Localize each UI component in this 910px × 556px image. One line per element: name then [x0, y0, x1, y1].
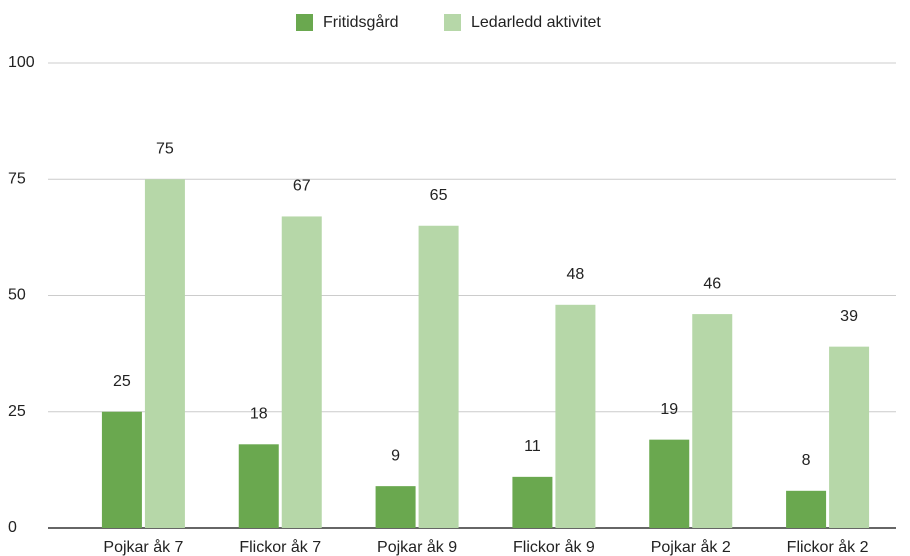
value-label: 48 — [567, 266, 585, 283]
legend-label: Ledarledd aktivitet — [471, 14, 601, 31]
bar — [829, 346, 870, 528]
value-label: 65 — [430, 187, 448, 204]
bar — [512, 476, 553, 528]
x-tick-label: Pojkar åk 9 — [377, 538, 457, 556]
bar — [281, 216, 322, 528]
x-tick-label: Flickor åk 9 — [513, 538, 595, 556]
bar — [238, 444, 279, 528]
legend-swatch — [444, 14, 461, 31]
y-tick-label: 0 — [8, 519, 17, 536]
value-label: 19 — [660, 401, 678, 418]
value-label: 18 — [250, 406, 268, 423]
x-tick-label: Flickor åk 7 — [239, 538, 321, 556]
y-tick-label: 75 — [8, 170, 26, 187]
x-tick-label: Flickor åk 2 — [787, 538, 869, 556]
bar — [101, 411, 142, 528]
y-tick-label: 50 — [8, 287, 26, 304]
value-label: 39 — [840, 308, 858, 325]
bar — [144, 179, 185, 528]
value-label: 11 — [524, 438, 541, 455]
bar — [786, 490, 827, 528]
legend-swatch — [296, 14, 313, 31]
y-tick-label: 25 — [8, 403, 26, 420]
bar — [692, 314, 733, 528]
y-tick-label: 100 — [8, 54, 35, 71]
legend-label: Fritidsgård — [323, 13, 399, 31]
value-label: 75 — [156, 140, 174, 157]
x-tick-label: Pojkar åk 2 — [651, 538, 731, 556]
x-tick-label: Pojkar åk 7 — [103, 538, 183, 556]
value-label: 67 — [293, 178, 311, 195]
value-label: 25 — [113, 373, 131, 390]
bar — [375, 486, 416, 528]
value-label: 8 — [802, 452, 811, 469]
bar — [649, 439, 690, 528]
value-label: 46 — [703, 275, 721, 292]
bar — [555, 304, 596, 528]
value-label: 9 — [391, 447, 400, 464]
bar — [418, 225, 459, 528]
